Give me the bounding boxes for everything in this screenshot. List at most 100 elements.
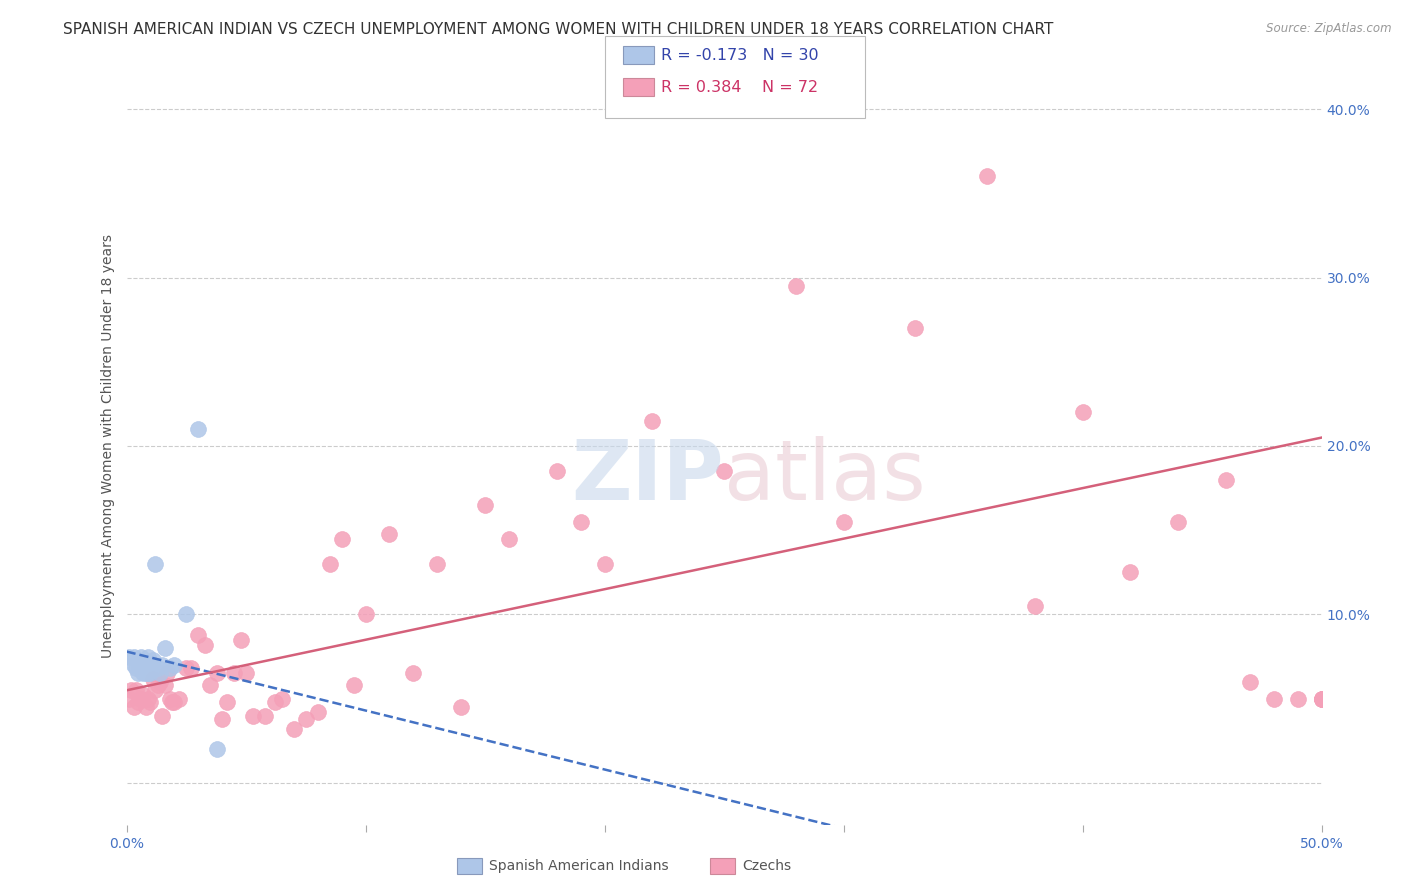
Point (174, 607, 197, 622)
Point (307, 705, 329, 719)
Point (150, 658, 174, 673)
Point (127, 666, 149, 681)
Point (231, 632, 253, 647)
Point (378, 526, 401, 541)
Point (713, 464, 735, 478)
Point (122, 649, 145, 664)
Point (832, 515, 855, 529)
Point (641, 414, 664, 428)
Point (343, 678, 366, 692)
Point (976, 169, 998, 184)
Point (1024, 599, 1046, 613)
Point (129, 649, 152, 664)
Point (146, 678, 169, 692)
Point (120, 683, 142, 698)
Point (174, 661, 197, 675)
Point (1286, 691, 1309, 706)
Point (129, 661, 152, 675)
Point (318, 557, 342, 571)
Point (142, 672, 165, 686)
Point (159, 661, 181, 675)
Text: R = -0.173   N = 30: R = -0.173 N = 30 (661, 48, 818, 62)
Point (150, 708, 174, 723)
Point (211, 712, 233, 726)
Point (294, 712, 316, 726)
Point (163, 695, 186, 709)
Point (474, 498, 496, 512)
Point (426, 557, 449, 571)
Point (122, 658, 145, 673)
Point (1215, 473, 1237, 487)
Point (1167, 515, 1189, 529)
Point (207, 666, 229, 681)
Point (1310, 691, 1333, 706)
Point (1310, 691, 1333, 706)
Point (1310, 691, 1333, 706)
Point (402, 666, 425, 681)
Point (149, 666, 172, 681)
Point (187, 628, 209, 642)
Point (142, 661, 165, 675)
Point (330, 532, 353, 546)
Point (122, 700, 145, 714)
Point (200, 678, 222, 692)
Point (153, 641, 176, 656)
Point (254, 708, 277, 723)
Point (263, 695, 285, 709)
Point (498, 532, 520, 546)
Point (207, 742, 229, 756)
Point (135, 658, 157, 673)
Point (139, 666, 162, 681)
Point (180, 661, 202, 675)
Point (139, 695, 162, 709)
Point (450, 700, 472, 714)
Point (194, 638, 217, 652)
Point (125, 661, 148, 675)
Point (153, 678, 176, 692)
Point (163, 658, 186, 673)
Point (235, 666, 257, 681)
Point (569, 515, 592, 529)
Point (142, 653, 165, 667)
Point (785, 279, 807, 293)
Point (215, 695, 238, 709)
Text: R = 0.384    N = 72: R = 0.384 N = 72 (661, 80, 818, 95)
Point (1119, 566, 1142, 580)
Point (146, 661, 169, 675)
Point (1310, 691, 1333, 706)
Point (593, 557, 616, 571)
Point (132, 689, 155, 703)
Text: SPANISH AMERICAN INDIAN VS CZECH UNEMPLOYMENT AMONG WOMEN WITH CHILDREN UNDER 18: SPANISH AMERICAN INDIAN VS CZECH UNEMPLO… (63, 22, 1053, 37)
Point (149, 674, 172, 689)
Point (283, 722, 305, 736)
Point (118, 691, 141, 706)
Point (135, 666, 157, 681)
Point (242, 708, 264, 723)
Point (187, 422, 209, 436)
Point (136, 649, 159, 664)
Point (904, 321, 927, 335)
Point (1310, 691, 1333, 706)
Text: Source: ZipAtlas.com: Source: ZipAtlas.com (1267, 22, 1392, 36)
Point (135, 700, 157, 714)
Text: atlas: atlas (724, 436, 925, 516)
Text: Czechs: Czechs (742, 859, 792, 873)
Point (156, 666, 179, 681)
Point (1263, 691, 1285, 706)
Point (546, 464, 568, 478)
Point (143, 683, 166, 698)
Y-axis label: Unemployment Among Women with Children Under 18 years: Unemployment Among Women with Children U… (101, 234, 115, 658)
Point (167, 691, 190, 706)
Point (136, 661, 159, 675)
Point (1071, 405, 1094, 419)
Point (118, 649, 141, 664)
Point (1310, 691, 1333, 706)
Point (127, 655, 149, 669)
Point (132, 655, 155, 669)
Point (132, 666, 155, 681)
Point (139, 655, 162, 669)
Point (129, 691, 152, 706)
Point (160, 695, 183, 709)
Point (136, 666, 159, 681)
Point (222, 666, 246, 681)
